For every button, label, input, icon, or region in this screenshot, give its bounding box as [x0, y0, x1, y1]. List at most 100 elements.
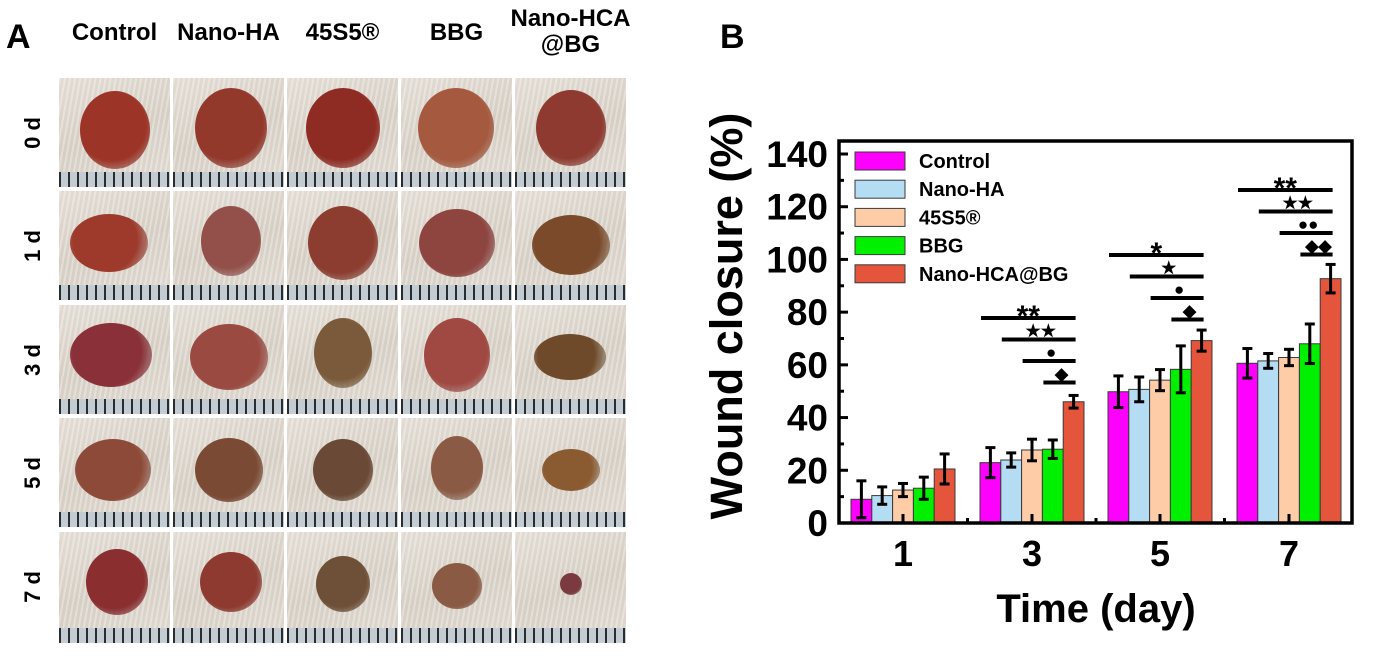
wound-area [195, 88, 267, 168]
legend-swatch [854, 236, 906, 256]
ruler-scale [173, 512, 284, 527]
wound-photo [401, 191, 512, 300]
column-header-line: BBG [429, 19, 484, 46]
ruler-scale [59, 399, 170, 414]
x-tick-label: 7 [1279, 533, 1299, 574]
wound-photo [173, 418, 284, 527]
bar [933, 468, 956, 524]
ruler-scale [59, 512, 170, 527]
wound-photo [287, 305, 398, 414]
ruler-scale [515, 285, 626, 300]
bar [1298, 343, 1321, 524]
x-axis-label: Time (day) [996, 587, 1195, 631]
wound-area [308, 206, 378, 280]
y-tick-label: 80 [787, 292, 828, 333]
ruler-scale [401, 285, 512, 300]
bar [979, 462, 1002, 524]
wound-photo [59, 305, 170, 414]
wound-area [80, 91, 150, 169]
ruler-scale [59, 172, 170, 187]
wound-photo [59, 191, 170, 300]
y-tick-label: 100 [766, 239, 828, 280]
wound-area [424, 318, 490, 392]
panel-b-letter: B [720, 18, 745, 56]
legend-swatch [854, 207, 906, 227]
wound-area [306, 88, 380, 168]
ruler-scale [401, 512, 512, 527]
y-tick-label: 120 [766, 187, 828, 228]
bar [912, 487, 935, 524]
ruler-scale [287, 399, 398, 414]
wound-area [314, 318, 372, 388]
wound-area [536, 90, 606, 166]
y-tick-label: 40 [787, 398, 828, 439]
significance-symbol: ◆◆ [1304, 237, 1332, 256]
axes-layer: 0 20 40 60 80 100 120 140 1 3 5 7 [766, 134, 1354, 574]
wound-photo [173, 78, 284, 187]
wound-photo [59, 418, 170, 527]
wound-area [419, 209, 495, 277]
wound-photo [287, 418, 398, 527]
wound-photo [287, 78, 398, 187]
panel-a-letter: A [6, 18, 31, 56]
wound-photo [401, 78, 512, 187]
row-label: 3 d [20, 344, 45, 376]
wound-area [70, 214, 148, 272]
wound-photo [515, 532, 626, 643]
wound-area [200, 552, 262, 612]
wound-area [534, 334, 606, 380]
bar [1257, 360, 1280, 524]
ruler-scale [173, 399, 284, 414]
legend-label: BBG [919, 236, 963, 258]
legend-label: Nano-HA [919, 179, 1005, 201]
ruler-scale [401, 399, 512, 414]
bar [892, 489, 914, 524]
column-header: 45S5® [281, 20, 404, 46]
ruler-scale [287, 628, 398, 643]
bar [1278, 356, 1300, 524]
significance-symbol: ◆ [1054, 365, 1069, 384]
ruler-scale [515, 399, 626, 414]
x-tick-label: 1 [893, 533, 913, 574]
ruler-scale [287, 285, 398, 300]
row-label: 1 d [20, 230, 45, 262]
legend-label: 45S5® [919, 207, 981, 229]
bar [1149, 379, 1171, 524]
column-header-line: Nano-HCA [510, 5, 631, 32]
bar [1169, 368, 1192, 524]
significance-symbol: ●● [1298, 215, 1319, 234]
row-label: 0 d [20, 117, 45, 149]
column-header: BBG [395, 20, 518, 46]
bar [1128, 388, 1151, 524]
wound-area [86, 549, 148, 615]
y-tick-label: 20 [787, 450, 828, 491]
wound-photo [515, 78, 626, 187]
y-tick-label: 140 [766, 134, 828, 175]
bar [850, 498, 873, 524]
wound-area [190, 324, 268, 390]
wound-area [75, 439, 151, 501]
y-tick-label: 0 [807, 503, 828, 544]
wound-photo [401, 532, 512, 643]
x-tick-label: 3 [1022, 533, 1042, 574]
legend-label: Control [919, 151, 990, 173]
legend: Control Nano-HA 45S5® BBG Nano-HCA@BG [854, 151, 1069, 286]
legend-swatch [854, 264, 906, 284]
wound-photo [59, 532, 170, 643]
column-header: Nano-HCA @BG [509, 6, 632, 58]
wound-area [560, 573, 582, 595]
ruler-scale [173, 172, 284, 187]
wound-photo [173, 191, 284, 300]
column-header-line: 45S5® [305, 19, 380, 46]
ruler-scale [173, 628, 284, 643]
wound-area [418, 88, 494, 168]
ruler-scale [59, 285, 170, 300]
ruler-scale [173, 285, 284, 300]
y-axis-label: Wound closure (%) [701, 113, 752, 520]
legend-swatch [854, 151, 906, 171]
column-header: Nano-HA [167, 20, 290, 46]
significance-symbol: ◆ [1182, 302, 1197, 321]
wound-photo [287, 191, 398, 300]
significance-symbol: ★★ [1025, 322, 1056, 341]
wound-area [316, 556, 370, 612]
